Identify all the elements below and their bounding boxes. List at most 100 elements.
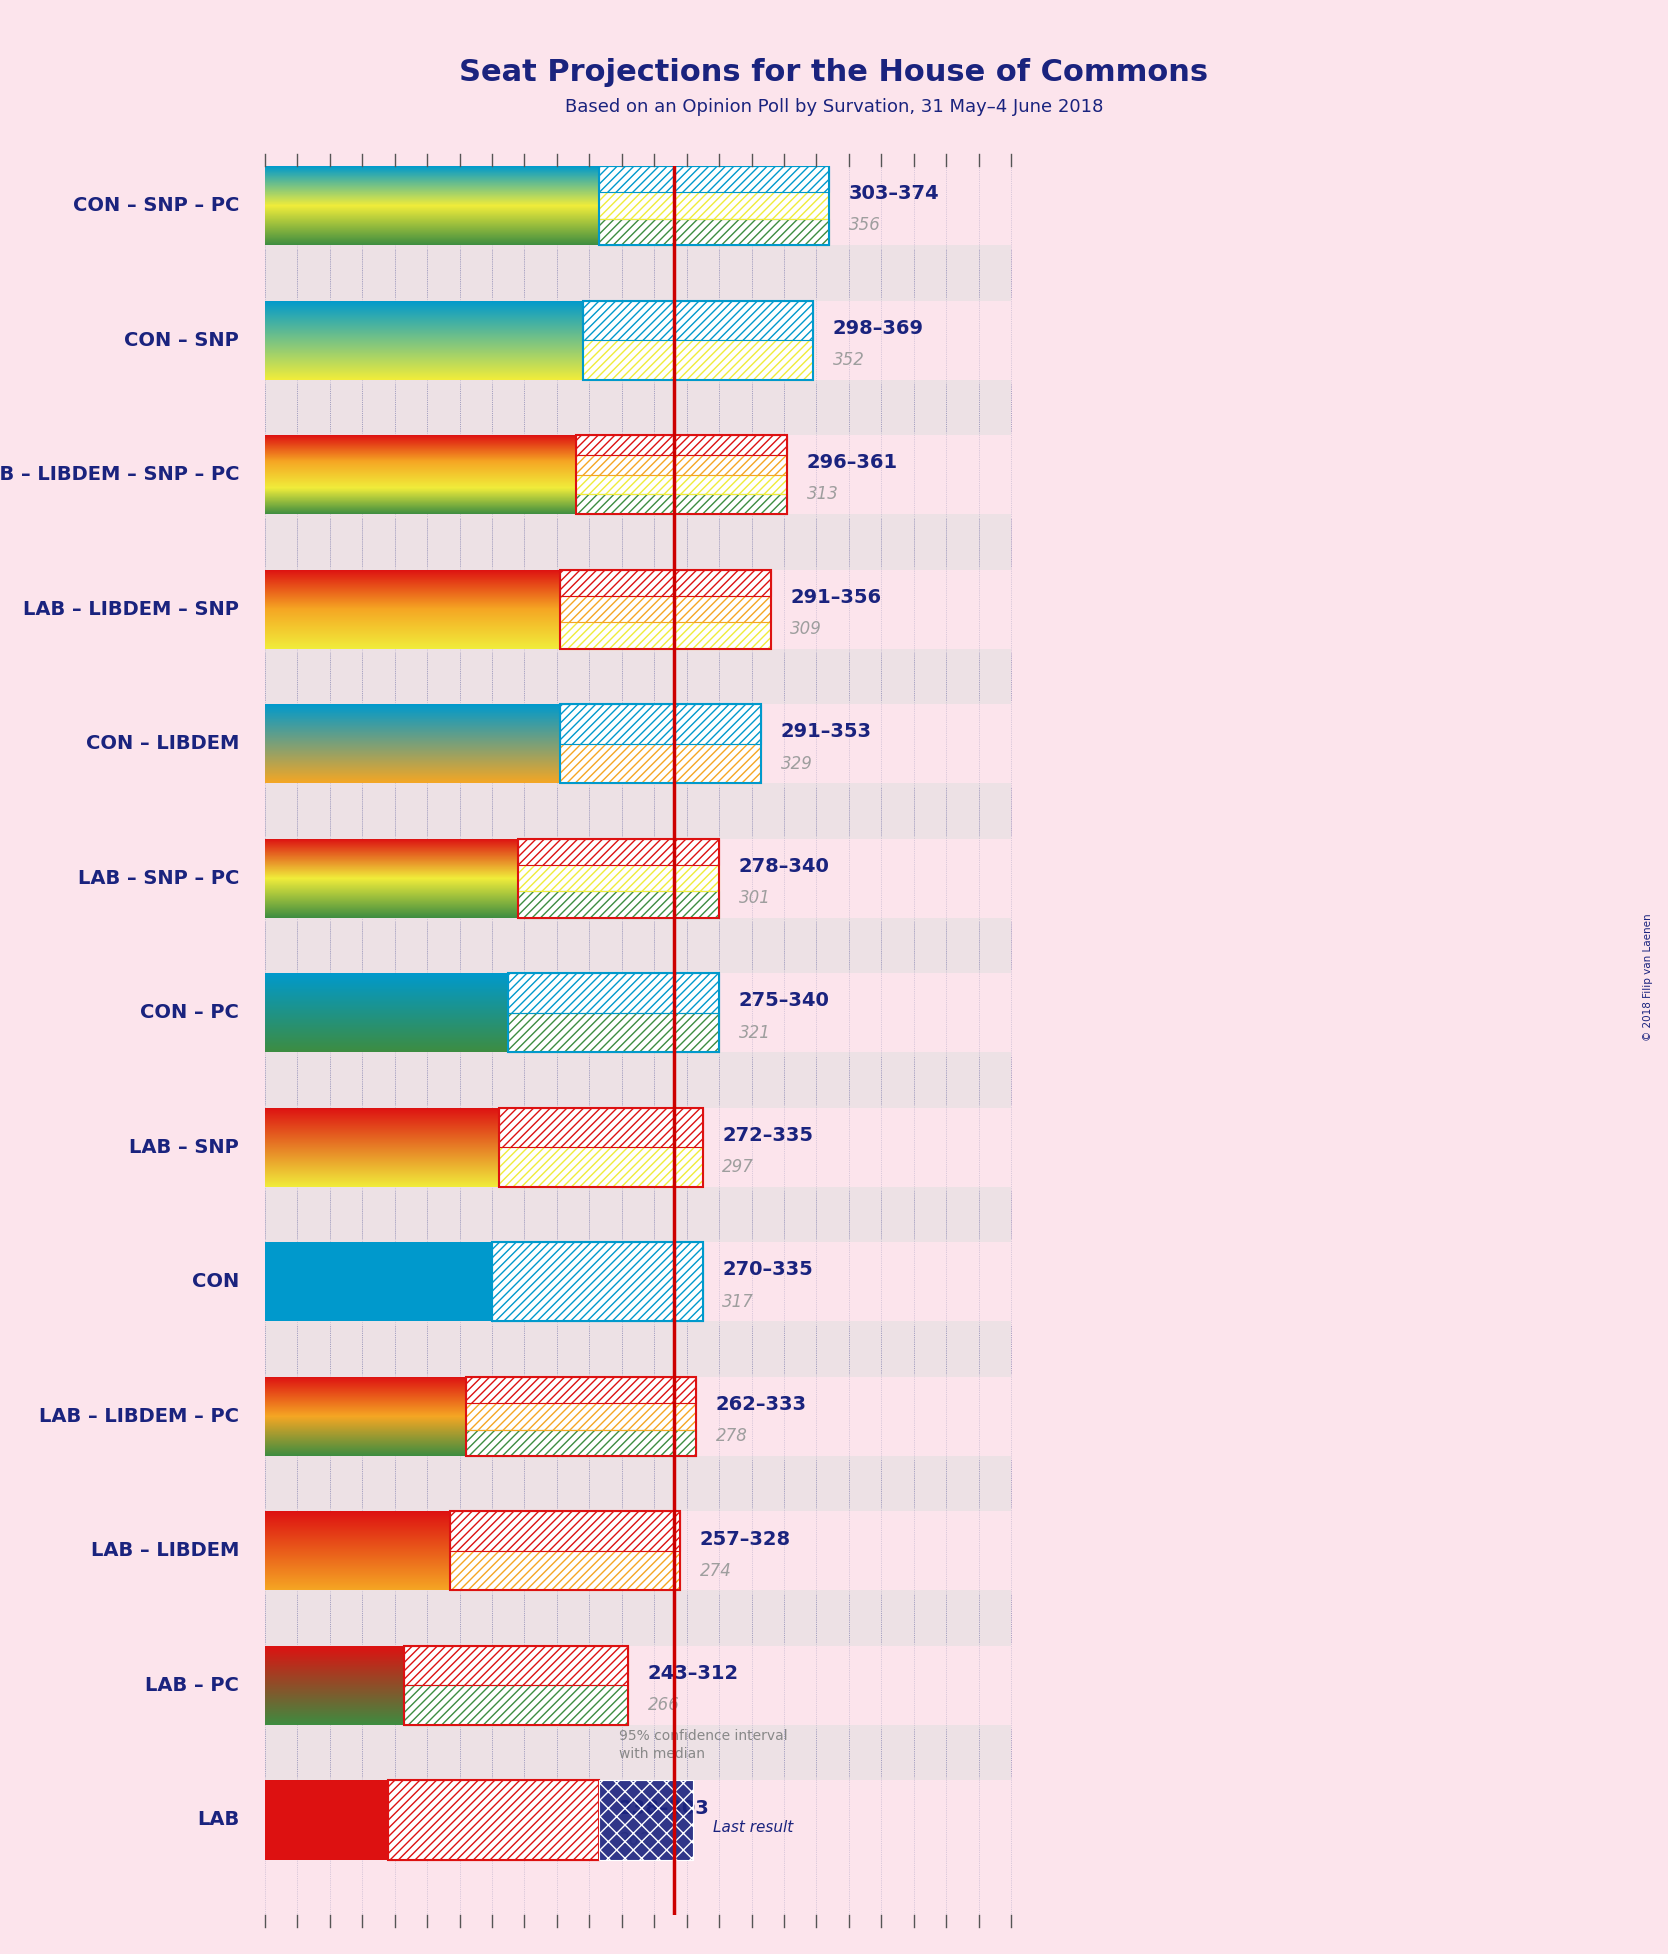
Bar (492, 1243, 702, 1321)
Bar (560, 703, 761, 784)
Bar (499, 1108, 702, 1186)
Bar (560, 744, 761, 784)
Text: 95% confidence interval
with median: 95% confidence interval with median (619, 1729, 787, 1761)
Text: CON – PC: CON – PC (140, 1002, 239, 1022)
Text: 317: 317 (722, 1294, 754, 1311)
Bar (519, 866, 719, 891)
Text: CON – SNP – PC: CON – SNP – PC (73, 195, 239, 215)
Bar (582, 301, 812, 379)
Bar (560, 703, 761, 784)
Text: CON: CON (192, 1272, 239, 1292)
Text: 298–369: 298–369 (832, 319, 924, 338)
Bar (577, 436, 787, 514)
Bar (265, 649, 1011, 703)
Bar (560, 623, 771, 649)
Text: 270–335: 270–335 (722, 1260, 812, 1280)
Text: LAB – PC: LAB – PC (145, 1677, 239, 1694)
Bar (492, 1243, 702, 1321)
Bar (519, 838, 719, 918)
Bar (599, 1780, 694, 1860)
Bar (560, 571, 771, 649)
Bar (404, 1645, 629, 1686)
Bar (265, 1725, 1011, 1780)
Bar (265, 514, 1011, 571)
Bar (499, 1108, 702, 1186)
Text: 274: 274 (699, 1561, 732, 1579)
Bar (389, 1780, 599, 1860)
Bar (450, 1510, 681, 1551)
Bar (577, 436, 787, 455)
Bar (404, 1645, 629, 1725)
Text: Last result: Last result (712, 1821, 792, 1835)
Bar (465, 1430, 696, 1456)
Text: LAB – LIBDEM – PC: LAB – LIBDEM – PC (38, 1407, 239, 1426)
Text: 291–356: 291–356 (791, 588, 882, 608)
Bar (465, 1378, 696, 1456)
Bar (389, 1780, 599, 1860)
Text: LAB – LIBDEM – SNP – PC: LAB – LIBDEM – SNP – PC (0, 465, 239, 485)
Bar (577, 494, 787, 514)
Text: LAB: LAB (197, 1811, 239, 1829)
Bar (265, 784, 1011, 838)
Bar (265, 1053, 1011, 1108)
Text: CON – LIBDEM: CON – LIBDEM (85, 735, 239, 752)
Text: 303–374: 303–374 (849, 184, 939, 203)
Bar (499, 1108, 702, 1147)
Bar (404, 1645, 629, 1725)
Bar (265, 379, 1011, 436)
Text: 243–312: 243–312 (647, 1665, 739, 1682)
Bar (577, 436, 787, 514)
Bar (582, 301, 812, 379)
Bar (509, 973, 719, 1053)
Text: LAB – LIBDEM – SNP: LAB – LIBDEM – SNP (23, 600, 239, 619)
Bar (582, 340, 812, 379)
Text: 329: 329 (781, 754, 812, 772)
Bar (560, 571, 771, 596)
Bar (492, 1243, 702, 1321)
Text: LAB – SNP – PC: LAB – SNP – PC (78, 870, 239, 887)
Text: 296–361: 296–361 (807, 453, 897, 473)
Bar (599, 166, 829, 244)
Text: 291–353: 291–353 (781, 723, 872, 741)
Text: LAB – SNP: LAB – SNP (130, 1137, 239, 1157)
Bar (519, 891, 719, 918)
Bar (265, 918, 1011, 973)
Text: 301: 301 (739, 889, 771, 907)
Text: 278: 278 (716, 1426, 747, 1446)
Bar (519, 838, 719, 866)
Bar (599, 219, 829, 244)
Bar (499, 1147, 702, 1186)
Bar (265, 1456, 1011, 1510)
Text: 309: 309 (791, 619, 822, 639)
Bar (465, 1403, 696, 1430)
Bar (560, 596, 771, 623)
Bar (265, 244, 1011, 301)
Bar (509, 973, 719, 1012)
Text: Seat Projections for the House of Commons: Seat Projections for the House of Common… (459, 59, 1209, 86)
Bar (404, 1686, 629, 1725)
Bar (509, 1012, 719, 1053)
Bar (465, 1378, 696, 1403)
Text: 297: 297 (722, 1159, 754, 1176)
Text: 238–303: 238–303 (619, 1798, 709, 1817)
Text: 262: 262 (619, 1831, 651, 1848)
Bar (577, 455, 787, 475)
Bar (509, 973, 719, 1053)
Bar (560, 571, 771, 649)
Bar (450, 1551, 681, 1591)
Bar (465, 1378, 696, 1456)
Bar (519, 838, 719, 918)
Bar (265, 1186, 1011, 1243)
Bar (265, 1591, 1011, 1645)
Text: 321: 321 (739, 1024, 771, 1041)
Text: 272–335: 272–335 (722, 1126, 814, 1145)
Bar (389, 1780, 599, 1860)
Text: 352: 352 (832, 352, 864, 369)
Bar (599, 191, 829, 219)
Bar (599, 166, 829, 244)
Text: 313: 313 (807, 485, 839, 504)
Text: 257–328: 257–328 (699, 1530, 791, 1548)
Text: Based on an Opinion Poll by Survation, 31 May–4 June 2018: Based on an Opinion Poll by Survation, 3… (565, 98, 1103, 117)
Text: 356: 356 (849, 217, 881, 234)
Bar (450, 1510, 681, 1591)
